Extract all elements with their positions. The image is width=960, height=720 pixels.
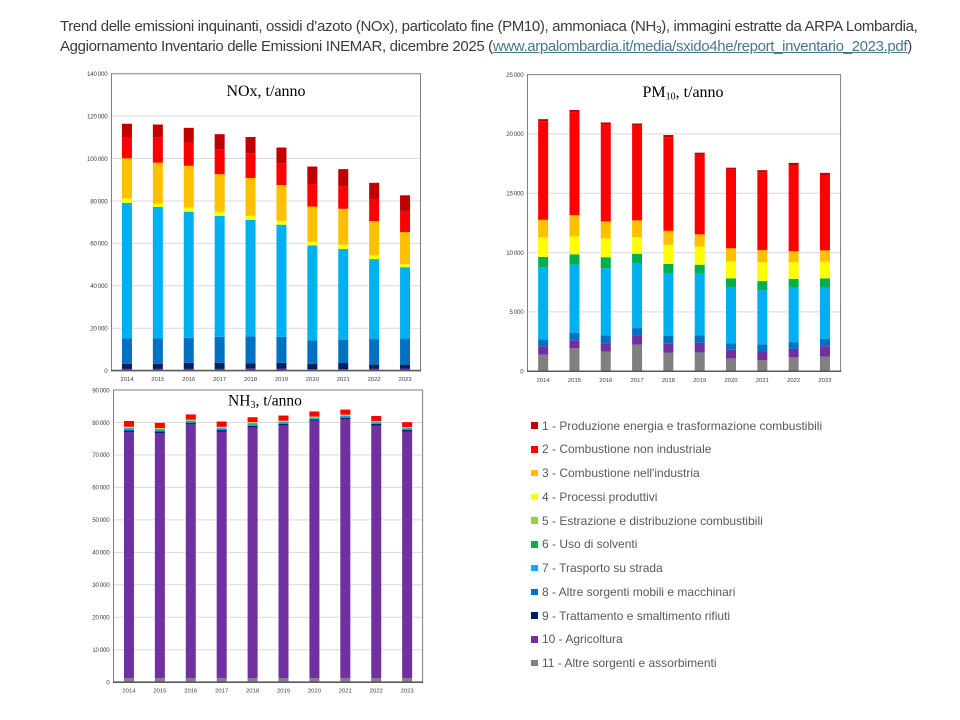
- svg-text:120 000: 120 000: [87, 113, 108, 120]
- svg-text:10 000: 10 000: [92, 647, 110, 654]
- svg-text:0: 0: [520, 369, 524, 376]
- svg-text:2019: 2019: [275, 377, 288, 383]
- svg-text:60 000: 60 000: [90, 241, 108, 248]
- svg-text:0: 0: [106, 680, 110, 687]
- svg-text:90 000: 90 000: [92, 387, 110, 394]
- svg-text:2021: 2021: [337, 377, 350, 383]
- svg-text:2022: 2022: [787, 378, 800, 384]
- svg-text:2018: 2018: [662, 378, 676, 384]
- svg-text:2017: 2017: [631, 378, 644, 384]
- svg-text:40 000: 40 000: [92, 550, 110, 557]
- svg-text:2020: 2020: [308, 689, 322, 695]
- svg-text:30 000: 30 000: [92, 582, 110, 589]
- svg-text:NOx, t/anno: NOx, t/anno: [226, 83, 305, 100]
- svg-text:2016: 2016: [182, 377, 196, 383]
- svg-text:2015: 2015: [568, 378, 582, 384]
- svg-text:2015: 2015: [151, 377, 165, 383]
- svg-text:5 000: 5 000: [509, 309, 524, 316]
- svg-text:20 000: 20 000: [506, 131, 524, 138]
- svg-text:40 000: 40 000: [90, 283, 108, 290]
- svg-text:2021: 2021: [756, 378, 769, 384]
- svg-text:2019: 2019: [277, 689, 290, 695]
- svg-text:2023: 2023: [818, 378, 832, 384]
- svg-text:15 000: 15 000: [506, 191, 524, 198]
- svg-text:2018: 2018: [244, 377, 258, 383]
- svg-text:NH3, t/anno: NH3, t/anno: [228, 393, 302, 412]
- svg-text:2019: 2019: [693, 378, 706, 384]
- svg-text:10 000: 10 000: [506, 250, 524, 257]
- svg-text:0: 0: [104, 368, 108, 375]
- svg-text:70 000: 70 000: [92, 452, 110, 459]
- svg-text:80 000: 80 000: [92, 420, 110, 427]
- svg-text:2018: 2018: [246, 689, 260, 695]
- svg-text:2023: 2023: [401, 689, 415, 695]
- svg-text:2015: 2015: [153, 689, 167, 695]
- svg-text:60 000: 60 000: [92, 485, 110, 492]
- svg-text:25 000: 25 000: [506, 72, 524, 79]
- svg-text:20 000: 20 000: [92, 615, 110, 622]
- svg-text:2023: 2023: [398, 377, 412, 383]
- svg-text:2017: 2017: [213, 377, 226, 383]
- svg-text:50 000: 50 000: [92, 517, 110, 524]
- svg-text:2016: 2016: [184, 689, 198, 695]
- svg-text:140 000: 140 000: [87, 71, 108, 78]
- svg-text:2014: 2014: [122, 689, 136, 695]
- svg-text:2021: 2021: [339, 689, 352, 695]
- svg-text:PM10, t/anno: PM10, t/anno: [642, 84, 723, 103]
- svg-text:20 000: 20 000: [90, 325, 108, 332]
- svg-text:2017: 2017: [215, 689, 228, 695]
- svg-text:2014: 2014: [120, 377, 134, 383]
- svg-text:2022: 2022: [368, 377, 381, 383]
- svg-text:2014: 2014: [537, 378, 551, 384]
- svg-text:2022: 2022: [370, 689, 383, 695]
- svg-text:2016: 2016: [599, 378, 613, 384]
- svg-text:2020: 2020: [724, 378, 738, 384]
- svg-text:80 000: 80 000: [90, 198, 108, 205]
- svg-text:100 000: 100 000: [87, 156, 108, 163]
- svg-text:2020: 2020: [306, 377, 320, 383]
